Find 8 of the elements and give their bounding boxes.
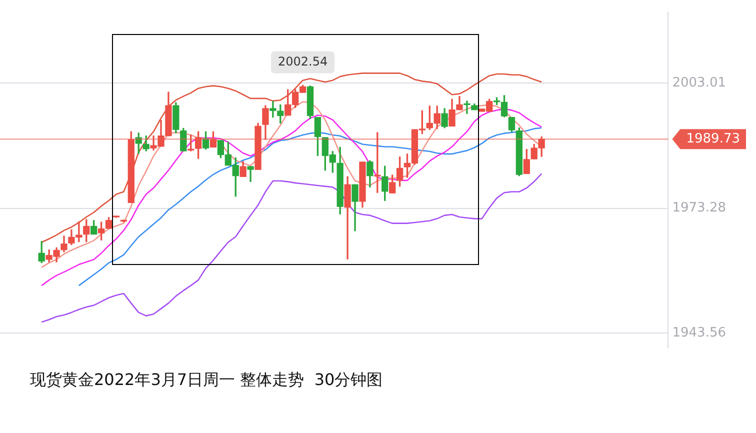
y-tick-label: 1973.28	[672, 200, 726, 216]
text: 现货黄金2022年3月7日周一 整体走势 30分钟图	[30, 370, 383, 391]
candlestick	[247, 166, 254, 182]
y-tick-label: 2003.01	[672, 76, 726, 91]
ref-line-label: 1989.73	[686, 131, 740, 146]
candlestick	[464, 100, 470, 114]
y-tick-label: 1943.56	[672, 326, 726, 341]
annotation: 2002.54	[278, 54, 328, 68]
